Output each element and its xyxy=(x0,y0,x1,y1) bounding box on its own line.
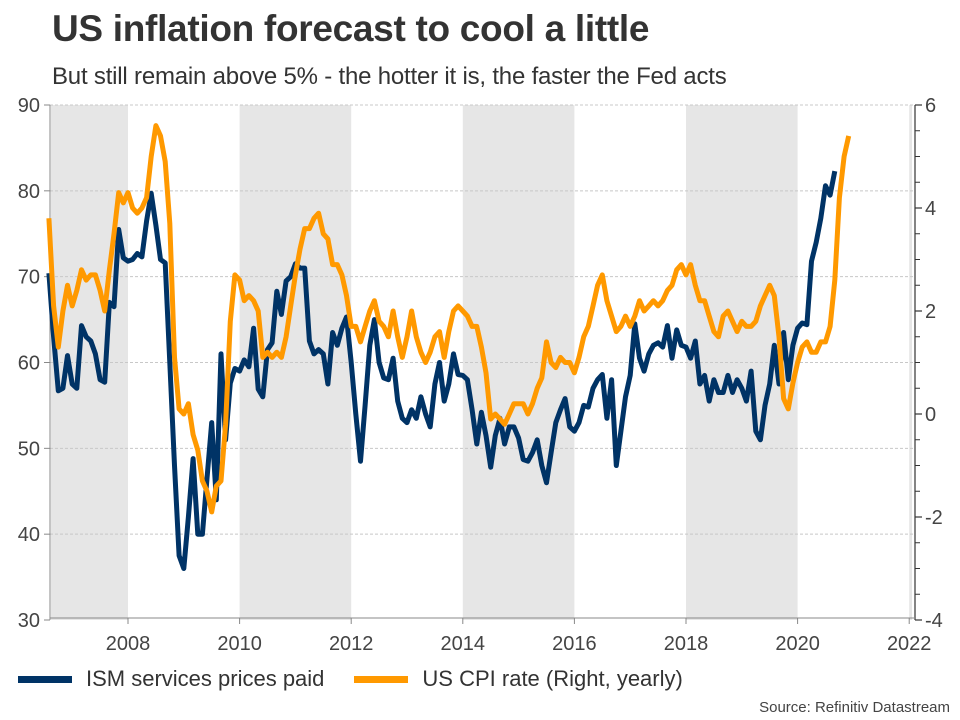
y-right-tick-label: 0 xyxy=(925,404,936,426)
legend-label-cpi: US CPI rate (Right, yearly) xyxy=(422,666,683,691)
y-left-tick-label: 90 xyxy=(18,95,40,117)
legend: ISM services prices paid US CPI rate (Ri… xyxy=(18,664,713,694)
series-line-ism xyxy=(46,170,838,571)
legend-label-ism: ISM services prices paid xyxy=(86,666,325,691)
y-left-tick-label: 30 xyxy=(18,610,40,632)
legend-item-cpi[interactable]: US CPI rate (Right, yearly) xyxy=(354,666,683,692)
y-right-tick-label: 4 xyxy=(925,198,936,220)
x-tick-label: 2020 xyxy=(775,633,820,655)
x-tick-label: 2010 xyxy=(217,633,262,655)
y-left-tick-label: 60 xyxy=(18,353,40,375)
y-left-tick-label: 70 xyxy=(18,267,40,289)
series-lines xyxy=(46,123,852,571)
y-left-tick-label: 50 xyxy=(18,438,40,460)
x-tick-label: 2008 xyxy=(106,633,151,655)
legend-item-ism[interactable]: ISM services prices paid xyxy=(18,666,324,692)
x-tick-label: 2012 xyxy=(329,633,374,655)
legend-swatch-ism xyxy=(18,675,72,683)
y-right-tick-label: 2 xyxy=(925,301,936,323)
y-left-tick-label: 40 xyxy=(18,524,40,546)
y-right-tick-label: 6 xyxy=(925,95,936,117)
y-right-tick-label: -2 xyxy=(925,507,943,529)
chart-title: US inflation forecast to cool a little xyxy=(52,8,650,49)
series-line-cpi xyxy=(46,123,852,515)
x-tick-label: 2016 xyxy=(552,633,597,655)
x-tick-label: 2022 xyxy=(887,633,932,655)
source-note: Source: Refinitiv Datastream xyxy=(759,699,950,716)
legend-swatch-cpi xyxy=(354,675,409,683)
chart-subtitle: But still remain above 5% - the hotter i… xyxy=(52,63,727,90)
x-tick-label: 2014 xyxy=(441,633,486,655)
y-left-tick-label: 80 xyxy=(18,181,40,203)
y-right-tick-label: -4 xyxy=(925,610,943,632)
axes: 30 40 50 60 70 80 90 -4 -2 0 2 4 6 2008 2010 2012 2014 20… xyxy=(18,95,943,655)
x-tick-label: 2018 xyxy=(664,633,709,655)
